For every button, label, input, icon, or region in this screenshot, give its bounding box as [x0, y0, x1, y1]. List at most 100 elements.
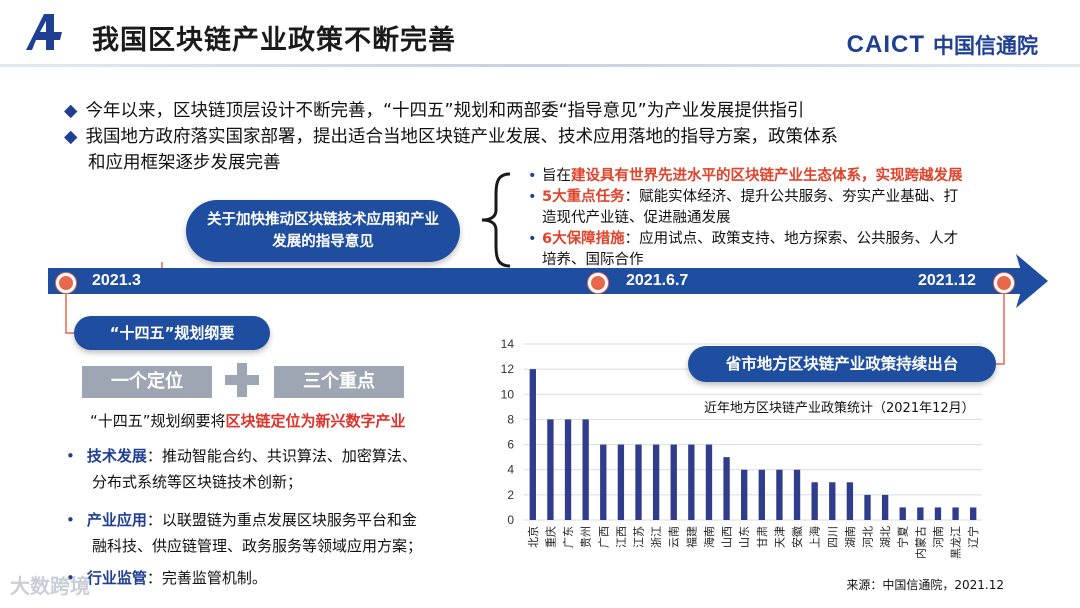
chart-source: 来源：中国信通院，2021.12 [846, 578, 1004, 592]
y-tick-label: 10 [501, 387, 515, 401]
x-tick-label: 贵州 [580, 526, 593, 548]
page-title: 我国区块链产业政策不断完善 [92, 25, 456, 56]
y-tick-label: 14 [501, 337, 515, 351]
brand-logo: CAICT 中国信通院 [847, 30, 1038, 60]
goal-1-prefix: 旨在 [542, 168, 571, 184]
y-tick-label: 6 [507, 438, 514, 452]
brand-cn: 中国信通院 [933, 34, 1038, 58]
plan-item-head: 产业应用 [86, 511, 147, 529]
goal-3-text: ：应用试点、政策支持、地方探索、公共服务、人才 [624, 231, 959, 247]
position-box: 一个定位 [82, 366, 212, 398]
bar [688, 444, 695, 520]
x-tick-label: 山东 [738, 526, 751, 548]
brace-icon [481, 172, 511, 268]
bullet-2-text: 我国地方政府落实国家部署，提出适合当地区块链产业发展、技术应用落地的指导方案，政… [85, 127, 838, 147]
bar [758, 469, 765, 520]
bullet-dot-icon: • [66, 569, 75, 587]
goal-1: • 旨在建设具有世界先进水平的区块链产业生态体系，实现跨越发展 [528, 166, 1048, 187]
x-tick-label: 四川 [826, 526, 839, 548]
x-tick-label: 海南 [702, 526, 716, 548]
bar [600, 444, 607, 520]
timeline-date-2: 2021.6.7 [626, 272, 689, 289]
guideline-goals: • 旨在建设具有世界先进水平的区块链产业生态体系，实现跨越发展 • 5大重点任务… [528, 166, 1048, 271]
x-tick-label: 辽宁 [966, 526, 980, 548]
bullet-1: ◆ 今年以来，区块链顶层设计不断完善，“十四五”规划和两部委“指导意见”为产业发展… [64, 98, 1044, 124]
plan-item-tech: • 技术发展：推动智能合约、共识算法、加密算法、 分布式系统等区块链技术创新； [66, 443, 486, 495]
bar [652, 444, 660, 520]
timeline-arrow-icon [1016, 254, 1048, 308]
bar [864, 494, 871, 520]
bar [793, 469, 801, 520]
bar [811, 482, 818, 520]
bar [934, 507, 942, 520]
plan-desc-prefix: “十四五”规划纲要将 [90, 412, 226, 430]
chart-title: 近年地方区块链产业政策统计（2021年12月） [704, 400, 975, 416]
bar [829, 482, 836, 520]
x-tick-label: 河南 [932, 526, 945, 548]
y-tick-label: 2 [507, 488, 514, 502]
goal-2-continuation: 造现代产业链、促进融通发展 [542, 210, 731, 226]
plan-pill: “十四五”规划纲要 [74, 316, 270, 350]
x-tick-label: 浙江 [650, 526, 663, 548]
bullet-1-text: 今年以来，区块链顶层设计不断完善，“十四五”规划和两部委“指导意见”为产业发展提… [85, 101, 805, 121]
timeline-node-2 [588, 273, 608, 293]
goal-3-continuation: 培养、国际合作 [542, 252, 644, 268]
bar [881, 494, 889, 520]
bullet-dot-icon: • [528, 189, 537, 205]
x-tick-label: 宁夏 [896, 526, 910, 548]
bar [635, 444, 642, 520]
bullet-dot-icon: • [528, 231, 537, 247]
bullet-dot-icon: • [66, 511, 75, 529]
bullet-2-continuation: 和应用框架逐步发展完善 [88, 153, 281, 173]
plan-item-head: 行业监管 [86, 569, 147, 587]
x-tick-label: 北京 [526, 526, 540, 548]
plan-item-head: 技术发展 [86, 447, 147, 465]
points-box: 三个重点 [274, 366, 404, 398]
plan-item-continuation: 分布式系统等区块链技术创新； [92, 473, 303, 491]
plan-item-continuation: 融科技、供应链管理、政务服务等领域应用方案； [92, 537, 423, 555]
guideline-pill: 关于加快推动区块链技术应用和产业 发展的指导意见 [186, 200, 460, 262]
bar [582, 419, 589, 520]
watermark: 大数跨境 [10, 574, 90, 598]
plan-item-text: ：推动智能合约、共识算法、加密算法、 [146, 447, 417, 465]
x-tick-label: 广东 [562, 526, 575, 548]
bullet-dot-icon: • [66, 447, 75, 465]
x-tick-label: 安徽 [790, 526, 804, 548]
bar [547, 419, 554, 520]
x-tick-label: 广西 [597, 526, 610, 548]
goal-2-highlight: 5大重点任务 [542, 189, 625, 205]
y-tick-label: 8 [507, 412, 514, 426]
x-tick-label: 上海 [808, 526, 822, 548]
bar [846, 482, 854, 520]
bar [952, 507, 959, 520]
bar [776, 469, 783, 520]
x-tick-label: 福建 [684, 526, 698, 548]
x-tick-label: 云南 [668, 526, 681, 548]
plan-item-industry: • 产业应用：以联盟链为重点发展区块服务平台和金 融科技、供应链管理、政务服务等领… [66, 507, 486, 559]
bar [564, 419, 572, 520]
caict-logo-icon [26, 14, 62, 50]
guideline-title-line1: 关于加快推动区块链技术应用和产业 [207, 212, 439, 228]
bullet-dot-icon: • [528, 168, 537, 184]
bar [529, 369, 536, 520]
goal-3: • 6大保障措施：应用试点、政策支持、地方探索、公共服务、人才 培养、国际合作 [528, 229, 1048, 271]
x-tick-label: 湖南 [844, 526, 857, 548]
x-tick-label: 内蒙古 [913, 526, 927, 559]
x-tick-label: 甘肃 [756, 526, 769, 548]
y-tick-label: 12 [501, 362, 515, 376]
bar [970, 507, 977, 520]
plan-description: “十四五”规划纲要将区块链定位为新兴数字产业 [90, 410, 406, 431]
bar [705, 444, 713, 520]
plan-desc-highlight: 区块链定位为新兴数字产业 [225, 412, 406, 430]
brand-en: CAICT [846, 31, 925, 58]
x-tick-label: 湖北 [879, 526, 892, 548]
bar [741, 469, 748, 520]
bar [670, 444, 677, 520]
plan-item-regulation: • 行业监管：完善监管机制。 [66, 565, 486, 591]
guideline-title-line2: 发展的指导意见 [272, 234, 374, 250]
province-pill: 省市地方区块链产业政策持续出台 [688, 346, 996, 382]
x-tick-label: 黑龙江 [950, 526, 963, 559]
x-tick-label: 重庆 [543, 526, 557, 548]
bar [723, 457, 730, 520]
diamond-icon: ◆ [64, 101, 78, 121]
